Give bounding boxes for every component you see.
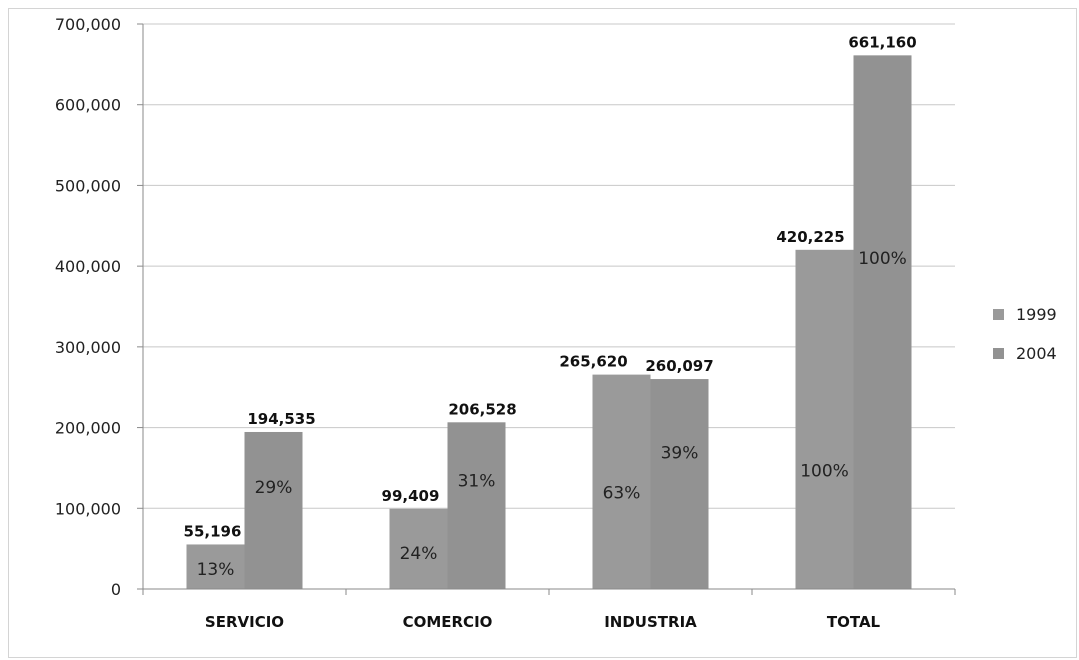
percent-label: 100% xyxy=(858,249,907,269)
y-tick-label: 200,000 xyxy=(55,419,121,438)
bar-1999-servicio xyxy=(186,544,245,589)
x-category-label: TOTAL xyxy=(827,613,881,631)
x-category-label: INDUSTRIA xyxy=(604,613,697,631)
y-tick-label: 300,000 xyxy=(55,338,121,357)
bar-1999-comercio xyxy=(389,508,448,589)
bar-2004-comercio xyxy=(447,422,506,589)
value-label: 194,535 xyxy=(247,410,315,428)
bar-2004-total xyxy=(853,55,912,590)
percent-label: 100% xyxy=(800,461,849,481)
legend: 1999 2004 xyxy=(993,305,1057,363)
y-tick-label: 500,000 xyxy=(55,176,121,195)
percent-label: 24% xyxy=(400,544,438,564)
legend-label: 1999 xyxy=(1016,305,1057,324)
y-tick-label: 600,000 xyxy=(55,96,121,115)
value-label: 420,225 xyxy=(776,228,844,246)
bar-2004-industria xyxy=(650,379,709,589)
percent-label: 39% xyxy=(661,444,699,464)
value-label: 99,409 xyxy=(382,487,440,505)
legend-label: 2004 xyxy=(1016,344,1057,363)
bars: 55,196 13% 194,535 29% 99,409 24% 206,528 31% 26… xyxy=(184,33,917,590)
value-label: 265,620 xyxy=(559,353,627,371)
legend-swatch-2004 xyxy=(993,348,1004,359)
bar-1999-total xyxy=(795,249,854,589)
x-axis: SERVICIO COMERCIO INDUSTRIA TOTAL xyxy=(142,588,956,631)
percent-label: 13% xyxy=(197,560,235,580)
y-tick-label: 0 xyxy=(111,580,121,599)
x-category-label: SERVICIO xyxy=(205,613,284,631)
bar-1999-industria xyxy=(592,374,651,589)
value-label: 260,097 xyxy=(645,357,713,375)
x-category-label: COMERCIO xyxy=(403,613,493,631)
legend-swatch-1999 xyxy=(993,309,1004,320)
percent-label: 29% xyxy=(255,478,293,498)
value-label: 661,160 xyxy=(848,33,916,51)
y-tick-label: 700,000 xyxy=(55,15,121,34)
y-tick-label: 400,000 xyxy=(55,257,121,276)
y-axis: 0 100,000 200,000 300,000 400,000 500,000 600,… xyxy=(55,15,144,599)
percent-label: 31% xyxy=(458,472,496,492)
percent-label: 63% xyxy=(603,484,641,504)
y-tick-label: 100,000 xyxy=(55,499,121,518)
value-label: 206,528 xyxy=(448,400,516,418)
bar-2004-servicio xyxy=(244,431,303,589)
value-label: 55,196 xyxy=(184,522,242,540)
